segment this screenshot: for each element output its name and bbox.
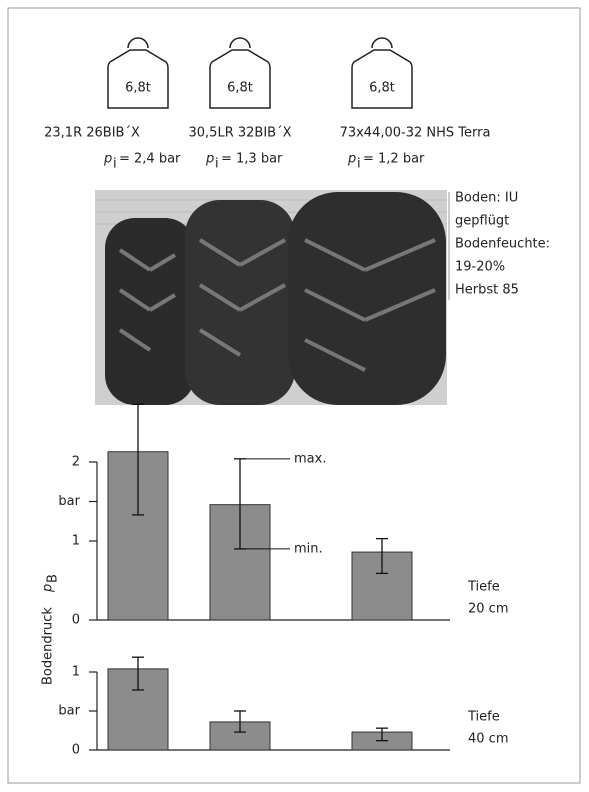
pressure-subscript: i bbox=[357, 157, 361, 172]
tire-photo bbox=[95, 190, 447, 405]
y-label-text: Bodendruck bbox=[41, 607, 56, 685]
y-tick-label: bar bbox=[58, 704, 80, 719]
weight-label: 6,8t bbox=[125, 81, 151, 96]
tire-pressure: = 1,2 bar bbox=[363, 152, 425, 167]
tire-name: 30,5LR 32BIB´X bbox=[189, 126, 292, 141]
depth-label: Tiefe bbox=[467, 580, 500, 595]
weight-icon bbox=[351, 37, 413, 109]
soil-note: 19-20% bbox=[455, 260, 505, 275]
pressure-subscript: i bbox=[113, 157, 117, 172]
error-bar bbox=[132, 403, 144, 516]
y-tick-label: 1 bbox=[72, 534, 80, 549]
annotation: max. bbox=[294, 451, 326, 466]
depth-label: 20 cm bbox=[468, 602, 509, 617]
pressure-symbol: p bbox=[103, 152, 112, 167]
soil-note: Boden: IU bbox=[455, 191, 518, 206]
weight-icon bbox=[107, 37, 169, 109]
y-tick-label: bar bbox=[58, 494, 80, 509]
annotation: min. bbox=[294, 541, 323, 556]
y-label-subscript: B bbox=[46, 574, 61, 583]
y-tick-label: 1 bbox=[72, 665, 80, 680]
error-bar bbox=[376, 727, 388, 742]
weight-label: 6,8t bbox=[227, 81, 253, 96]
error-bar bbox=[234, 710, 246, 733]
error-bar bbox=[376, 537, 388, 575]
y-tick-label: 0 bbox=[72, 743, 80, 758]
weight-icon bbox=[209, 37, 271, 109]
depth-label: 40 cm bbox=[468, 732, 509, 747]
depth-label: Tiefe bbox=[467, 710, 500, 725]
pressure-symbol: p bbox=[205, 152, 214, 167]
tire-name: 73x44,00-32 NHS Terra bbox=[340, 126, 491, 141]
pressure-subscript: i bbox=[215, 157, 219, 172]
soil-note: gepflügt bbox=[455, 214, 509, 229]
tire-pressure: = 1,3 bar bbox=[221, 152, 283, 167]
y-tick-label: 0 bbox=[72, 613, 80, 628]
y-label-symbol: p bbox=[41, 584, 56, 593]
y-axis-label: Bodendruck pB bbox=[41, 574, 61, 685]
frame bbox=[7, 7, 581, 784]
soil-note: Bodenfeuchte: bbox=[455, 237, 550, 252]
pressure-symbol: p bbox=[347, 152, 356, 167]
tire-pressure: = 2,4 bar bbox=[119, 152, 181, 167]
soil-note: Herbst 85 bbox=[455, 283, 519, 298]
error-bar bbox=[132, 656, 144, 691]
tire-name: 23,1R 26BIB´X bbox=[44, 126, 140, 141]
y-tick-label: 2 bbox=[72, 455, 80, 470]
weight-label: 6,8t bbox=[369, 81, 395, 96]
